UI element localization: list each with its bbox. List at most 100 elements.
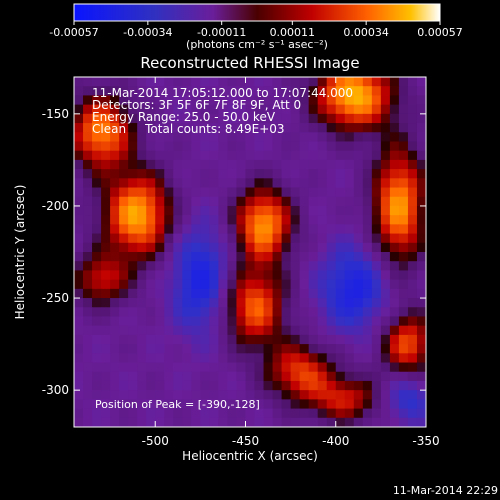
heatmap-cell <box>191 408 201 419</box>
heatmap-cell <box>380 417 391 427</box>
heatmap-cell <box>263 307 274 318</box>
heatmap-cell <box>335 288 346 299</box>
heatmap-cell <box>155 215 165 225</box>
heatmap-cell <box>101 215 111 225</box>
heatmap-cell <box>119 113 129 124</box>
heatmap-cell <box>146 380 156 391</box>
heatmap-cell <box>119 224 129 235</box>
heatmap-cell <box>173 205 183 216</box>
heatmap-cell <box>236 334 247 345</box>
heatmap-cell <box>290 242 301 253</box>
heatmap-cell <box>218 380 229 391</box>
heatmap-cell <box>173 224 183 235</box>
heatmap-cell <box>416 224 426 235</box>
heatmap-cell <box>353 261 364 272</box>
heatmap-cell <box>92 159 102 170</box>
heatmap-cell <box>128 123 138 133</box>
heatmap-cell <box>290 380 301 391</box>
heatmap-cell <box>236 77 247 87</box>
heatmap-cell <box>272 261 283 272</box>
heatmap-cell <box>308 196 319 207</box>
heatmap-cell <box>155 408 165 419</box>
heatmap-cell <box>344 344 355 354</box>
heatmap-cell <box>371 224 382 235</box>
heatmap-cell <box>146 104 156 115</box>
heatmap-cell <box>317 178 328 189</box>
heatmap-cell <box>317 298 328 308</box>
heatmap-cell <box>281 334 292 345</box>
heatmap-cell <box>218 242 229 253</box>
heatmap-cell <box>218 334 229 345</box>
heatmap-cell <box>263 344 274 354</box>
heatmap-cell <box>236 224 247 235</box>
heatmap-cell <box>308 316 319 327</box>
heatmap-cell <box>110 104 120 115</box>
heatmap-cell <box>281 132 292 143</box>
heatmap-cell <box>407 353 418 364</box>
heatmap-cell <box>416 252 426 262</box>
heatmap-cell <box>362 270 373 281</box>
annotation-detectors: Detectors: 3F 5F 6F 7F 8F 9F, Att 0 <box>92 98 301 112</box>
heatmap-cell <box>74 169 84 179</box>
heatmap-cell <box>155 380 165 391</box>
heatmap-cell <box>281 380 292 391</box>
heatmap-cell <box>380 196 391 207</box>
heatmap-cell <box>92 353 102 364</box>
heatmap-cell <box>389 408 400 419</box>
heatmap-cell <box>191 95 201 106</box>
heatmap-cell <box>398 279 409 290</box>
heatmap-cell <box>362 169 373 179</box>
heatmap-cell <box>299 362 310 373</box>
heatmap-cell <box>380 353 391 364</box>
heatmap-cell <box>416 123 426 133</box>
heatmap-cell <box>299 242 310 253</box>
heatmap-cell <box>182 261 192 272</box>
heatmap-cell <box>182 353 192 364</box>
heatmap-cell <box>362 334 373 345</box>
heatmap-cell <box>155 298 165 308</box>
heatmap-cell <box>254 344 265 354</box>
heatmap-cell <box>146 252 156 262</box>
heatmap-cell <box>254 252 265 262</box>
heatmap-cell <box>146 261 156 272</box>
heatmap-cell <box>416 399 426 410</box>
heatmap-cell <box>92 169 102 179</box>
heatmap-cell <box>83 77 93 87</box>
heatmap-cell <box>236 390 247 400</box>
heatmap-cell <box>290 196 301 207</box>
heatmap-cell <box>83 371 93 382</box>
heatmap-cell <box>254 334 265 345</box>
heatmap-cell <box>389 417 400 427</box>
heatmap-cell <box>389 233 400 244</box>
heatmap-cell <box>101 150 111 161</box>
heatmap-cell <box>290 159 301 170</box>
heatmap-cell <box>74 261 84 272</box>
heatmap-cell <box>272 205 283 216</box>
heatmap-cell <box>407 288 418 299</box>
heatmap-cell <box>317 316 328 327</box>
heatmap-cell <box>218 270 229 281</box>
heatmap-cell <box>182 399 192 410</box>
heatmap-cell <box>335 270 346 281</box>
heatmap-cell <box>326 150 337 161</box>
heatmap-cell <box>371 252 382 262</box>
heatmap-cell <box>362 307 373 318</box>
heatmap-cell <box>173 270 183 281</box>
heatmap-cell <box>380 159 391 170</box>
heatmap-cell <box>281 77 292 87</box>
heatmap-cell <box>101 224 111 235</box>
heatmap-cell <box>200 215 210 225</box>
heatmap-cell <box>299 169 310 179</box>
heatmap-cell <box>218 325 229 336</box>
heatmap-cell <box>290 86 301 97</box>
heatmap-cell <box>317 141 328 152</box>
heatmap-cell <box>299 316 310 327</box>
heatmap-cell <box>137 178 147 189</box>
heatmap-cell <box>362 380 373 391</box>
heatmap-cell <box>245 215 256 225</box>
heatmap-cell <box>371 242 382 253</box>
heatmap-cell <box>335 187 346 198</box>
heatmap-cell <box>128 353 138 364</box>
heatmap-cell <box>128 288 138 299</box>
heatmap-cell <box>254 408 265 419</box>
